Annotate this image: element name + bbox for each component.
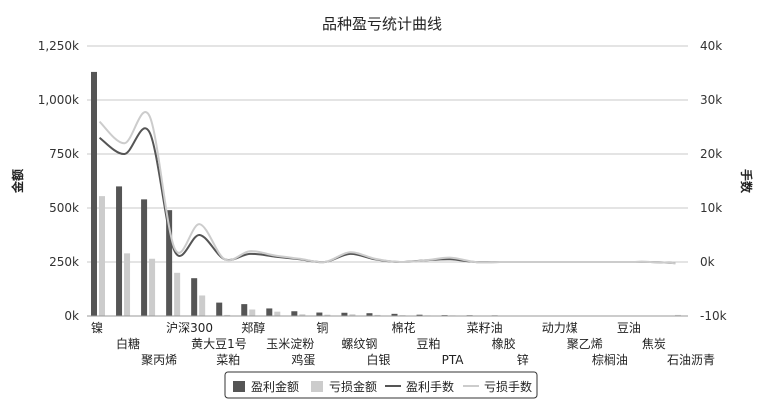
legend-swatch [311, 381, 323, 392]
category-label: 石油沥青 [667, 353, 715, 367]
bars [91, 71, 681, 316]
bar-profit [366, 313, 373, 316]
category-label: 豆油 [617, 321, 641, 335]
bar-profit [191, 278, 198, 316]
bar-loss [274, 311, 281, 316]
legend-label: 亏损金额 [329, 379, 377, 394]
right-tick-label: 30k [700, 93, 722, 107]
bar-loss [174, 272, 181, 316]
category-label: 棉花 [392, 320, 416, 335]
legend-item-loss-amount[interactable]: 亏损金额 [311, 379, 377, 394]
bar-loss [224, 314, 231, 316]
left-tick-label: 1,000k [38, 93, 79, 107]
bar-loss [199, 295, 206, 316]
category-label: 螺纹钢 [341, 337, 377, 351]
bar-profit [316, 312, 323, 316]
category-label: 豆粕 [417, 336, 441, 351]
left-axis-title: 金额 [10, 169, 25, 194]
bar-loss [374, 314, 381, 316]
category-label: 聚丙烯 [141, 353, 177, 367]
left-tick-label: 250k [49, 255, 79, 269]
category-label: 玉米淀粉 [266, 337, 314, 351]
left-tick-label: 750k [49, 147, 79, 161]
legend-item-profit-lots[interactable]: 盈利手数 [385, 379, 454, 394]
legend-box [224, 371, 538, 399]
category-label: 黄大豆1号 [191, 337, 247, 351]
bar-profit [391, 313, 398, 316]
category-label: 聚乙烯 [567, 337, 603, 351]
legend: 盈利金额 亏损金额 盈利手数 亏损手数 [224, 371, 538, 399]
right-tick-label: 10k [700, 201, 722, 215]
right-tick-label: 20k [700, 147, 722, 161]
right-tick-label: 0k [700, 255, 715, 269]
legend-label: 亏损手数 [484, 379, 532, 394]
category-label: 菜籽油 [467, 321, 503, 335]
bar-loss [249, 309, 256, 316]
category-label: 鸡蛋 [291, 352, 315, 367]
bar-profit [216, 302, 223, 316]
bar-profit [266, 308, 273, 316]
left-tick-label: 500k [49, 201, 79, 215]
line-loss-lots [98, 111, 676, 265]
category-label: 菜粕 [216, 352, 240, 367]
category-label: PTA [442, 353, 465, 367]
category-label: 沪深300 [166, 321, 213, 335]
bar-profit [341, 312, 348, 316]
bar-loss [124, 253, 131, 316]
legend-swatch [233, 381, 245, 392]
category-label: 棕榈油 [592, 352, 628, 367]
bar-loss [149, 258, 156, 316]
right-axis-title: 手数 [739, 169, 754, 194]
legend-label: 盈利手数 [406, 379, 454, 394]
bar-profit [116, 186, 123, 316]
category-label: 白糖 [116, 336, 140, 351]
category-label: 白银 [366, 352, 390, 367]
bar-profit [166, 210, 173, 316]
category-label: 橡胶 [492, 336, 516, 351]
left-tick-label: 1,250k [38, 39, 79, 53]
bar-profit [141, 199, 148, 316]
left-axis-ticks: 0k 250k 500k 750k 1,000k 1,250k [38, 39, 79, 323]
bar-loss [299, 314, 306, 316]
category-label: 镍 [91, 321, 103, 335]
category-label: 郑醇 [241, 320, 265, 335]
lines [98, 111, 676, 265]
bar-loss [99, 196, 105, 316]
bar-loss [349, 314, 356, 316]
bar-profit [241, 304, 248, 316]
bar-loss [324, 314, 331, 316]
bar-loss [674, 314, 681, 316]
chart-title: 品种盈亏统计曲线 [322, 15, 442, 33]
category-label: 铜 [316, 320, 328, 335]
right-tick-label: 40k [700, 39, 722, 53]
left-tick-label: 0k [64, 309, 79, 323]
grid [87, 45, 688, 263]
bar-profit [416, 314, 423, 316]
bar-profit [91, 71, 97, 316]
legend-item-loss-lots[interactable]: 亏损手数 [463, 379, 532, 394]
bar-profit [291, 311, 298, 316]
legend-item-profit-amount[interactable]: 盈利金额 [233, 379, 299, 394]
legend-label: 盈利金额 [251, 379, 299, 394]
category-label: 锌 [517, 353, 529, 367]
right-tick-label: -10k [700, 309, 727, 323]
category-label: 动力煤 [542, 321, 578, 335]
category-label: 焦炭 [642, 337, 666, 351]
right-axis-ticks: -10k 0k 10k 20k 30k 40k [700, 39, 727, 323]
